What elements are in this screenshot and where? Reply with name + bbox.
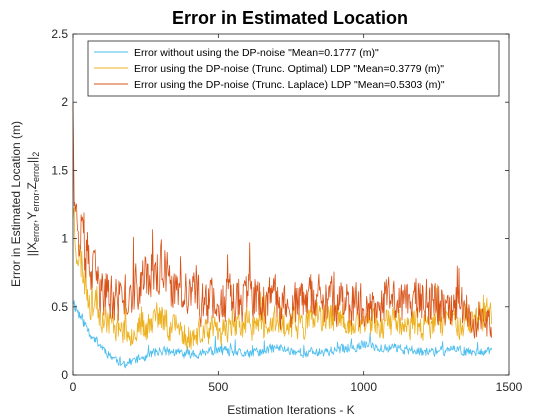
x-tick-label: 1500 [496, 380, 523, 394]
y-label-sub: error [31, 193, 41, 212]
y-label-sub: 2 [31, 152, 41, 157]
legend-entry-2: Error using the DP-noise (Trunc. Optimal… [134, 63, 444, 75]
y-tick-label: 0 [61, 368, 68, 382]
series-line-3 [72, 102, 492, 339]
y-label-part: ,Y [25, 212, 39, 223]
y-axis-label-line2: ||Xerror,Yerror,Zerror||2 [25, 152, 41, 257]
y-tick-label: 2 [61, 95, 68, 109]
y-axis-label: Error in Estimated Location (m) ||Xerror… [9, 121, 41, 287]
y-tick-label: 1 [61, 232, 68, 246]
y-tick-label: 2.5 [51, 27, 68, 41]
chart-title: Error in Estimated Location [172, 8, 408, 28]
y-axis-label-line1: Error in Estimated Location (m) [9, 121, 23, 287]
series-layer [72, 102, 492, 369]
x-axis-label: Estimation Iterations - K [227, 403, 354, 417]
x-tick-label: 500 [208, 380, 228, 394]
x-tick-label: 1000 [350, 380, 377, 394]
x-tick-label: 0 [70, 380, 77, 394]
plot-frame [72, 33, 510, 376]
y-label-sub: error [31, 223, 41, 242]
legend-box [87, 40, 500, 97]
y-tick-label: 0.5 [51, 300, 68, 314]
y-tick-label: 1.5 [51, 163, 68, 177]
y-label-part: ||X [25, 242, 39, 256]
y-label-part: || [25, 157, 39, 163]
ticks-layer: 0 500 1000 1500 0 0.5 1 1.5 2 2.5 [51, 27, 522, 394]
series-line-2 [72, 207, 492, 350]
y-label-sub: error [31, 163, 41, 182]
legend: Error without using the DP-noise "Mean=0… [87, 40, 500, 97]
y-label-part: ,Z [25, 182, 39, 193]
legend-entry-1: Error without using the DP-noise "Mean=0… [134, 47, 379, 59]
series-line-1 [72, 300, 492, 369]
legend-entry-3: Error using the DP-noise (Trunc. Laplace… [134, 79, 445, 91]
